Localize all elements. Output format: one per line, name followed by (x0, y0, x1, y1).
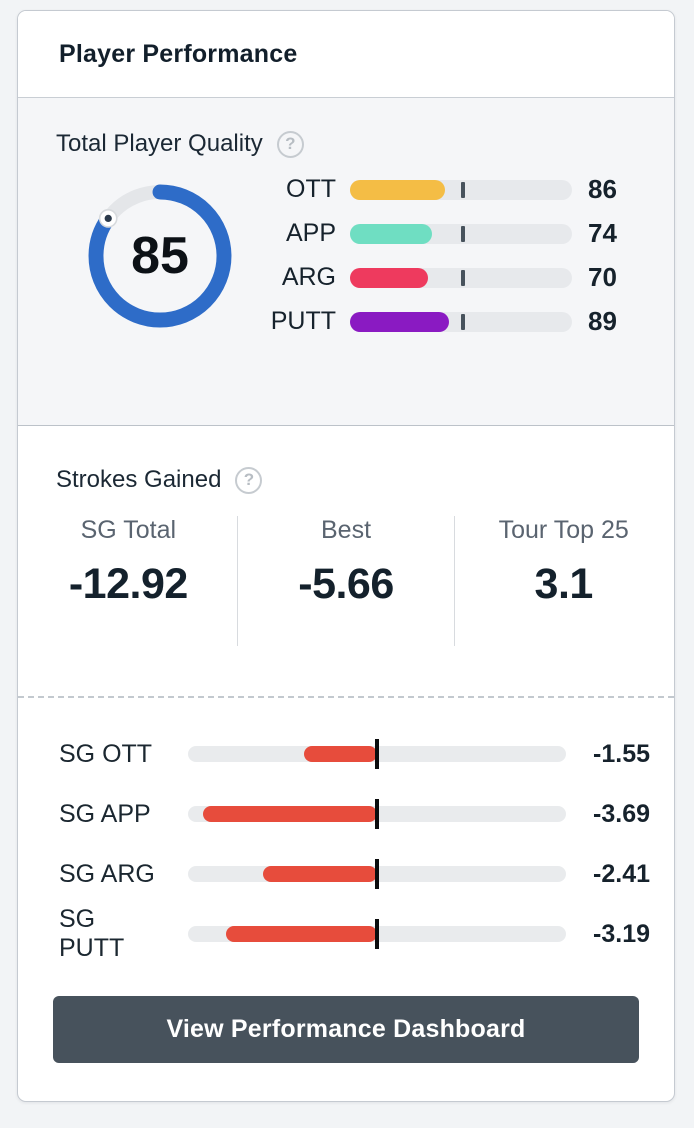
quality-bar-row-putt: PUTT 89 (258, 304, 642, 339)
stat-label: Best (320, 516, 372, 544)
sg-bar-label: SG PUTT (59, 905, 125, 962)
stat-divider (236, 516, 238, 646)
stat-sg-total: SG Total -12.92 (20, 516, 237, 646)
quality-bar-label: OTT (286, 175, 336, 203)
quality-bar-row-ott: OTT 86 (258, 172, 642, 207)
quality-bar-benchmark-tick (461, 269, 466, 286)
quality-help-icon[interactable]: ? (276, 130, 304, 158)
quality-bar-value: 70 (588, 262, 617, 292)
stat-best: Best -5.66 (238, 516, 455, 646)
quality-bar-benchmark-tick (461, 225, 466, 242)
page-title: Player Performance (59, 39, 298, 68)
view-performance-dashboard-button[interactable]: View Performance Dashboard (53, 996, 639, 1063)
sg-zero-tick (375, 739, 379, 769)
stat-divider (454, 516, 456, 646)
quality-section-title: Total Player Quality (56, 130, 263, 157)
quality-gauge-svg (88, 184, 232, 327)
quality-bar-track (350, 267, 572, 288)
quality-bar-benchmark-tick (461, 313, 466, 330)
sg-bar-label: SG APP (59, 799, 151, 828)
stat-label: Tour Top 25 (498, 516, 629, 544)
sg-bars-section: SG OTT -1.55 SG APP -3.69 SG ARG -2.41 (18, 696, 674, 1063)
quality-bars: OTT 86 APP 74 ARG (258, 172, 642, 339)
sg-zero-tick (375, 859, 379, 889)
sg-bar-track (188, 739, 566, 769)
sg-bar-value: -3.69 (593, 799, 650, 828)
stat-label: SG Total (80, 516, 177, 544)
sg-zero-tick (375, 919, 379, 949)
sg-row-ott: SG OTT -1.55 (18, 724, 674, 784)
sg-bar-fill (303, 746, 377, 762)
sg-bar-track (188, 799, 566, 829)
sg-bar-fill (226, 926, 377, 942)
sg-bar-fill (202, 806, 377, 822)
quality-gauge-knob (98, 208, 118, 228)
sg-row-app: SG APP -3.69 (18, 784, 674, 844)
stat-tour-top-25: Tour Top 25 3.1 (455, 516, 672, 646)
sg-bar-value: -1.55 (593, 739, 650, 768)
strokes-section-title: Strokes Gained (56, 466, 222, 493)
quality-bar-value: 74 (588, 218, 617, 248)
stat-value: -5.66 (298, 560, 394, 608)
stat-value: -12.92 (68, 560, 188, 608)
quality-bar-row-arg: ARG 70 (258, 260, 642, 295)
quality-bar-fill (350, 223, 433, 244)
quality-bar-fill (350, 267, 428, 288)
sg-bar-label: SG ARG (59, 859, 155, 888)
player-performance-card: Player Performance Total Player Quality … (17, 10, 675, 1102)
stat-value: 3.1 (534, 560, 594, 608)
quality-bar-benchmark-tick (461, 181, 466, 198)
quality-bar-fill (350, 179, 446, 200)
sg-bar-track (188, 859, 566, 889)
quality-bar-fill (350, 311, 449, 332)
quality-bar-track (350, 179, 572, 200)
sg-bar-label: SG OTT (59, 739, 153, 768)
sg-zero-tick (375, 799, 379, 829)
quality-bar-track (350, 311, 572, 332)
strokes-gained-section: Strokes Gained ? SG Total -12.92 Best -5… (18, 426, 674, 696)
sg-bar-value: -2.41 (593, 859, 650, 888)
quality-gauge: 85 (80, 176, 240, 336)
quality-bar-track (350, 223, 572, 244)
quality-bar-label: PUTT (270, 307, 336, 335)
sg-bar-value: -3.19 (593, 919, 650, 948)
strokes-help-icon[interactable]: ? (235, 466, 263, 494)
quality-bar-label: ARG (281, 263, 336, 291)
card-header: Player Performance (18, 11, 674, 98)
quality-bar-value: 89 (588, 306, 617, 336)
quality-gauge-progress (88, 184, 232, 327)
total-player-quality-section: Total Player Quality ? 85 OTT (18, 98, 674, 426)
quality-bar-row-app: APP 74 (258, 216, 642, 251)
sg-row-arg: SG ARG -2.41 (18, 844, 674, 904)
strokes-stats-row: SG Total -12.92 Best -5.66 Tour Top 25 3… (18, 516, 674, 646)
quality-bar-label: APP (285, 219, 336, 247)
sg-bar-fill (263, 866, 377, 882)
sg-row-putt: SG PUTT -3.19 (18, 904, 674, 964)
quality-bar-value: 86 (588, 174, 617, 204)
quality-score: 85 (131, 226, 189, 285)
sg-bar-track (188, 919, 566, 949)
